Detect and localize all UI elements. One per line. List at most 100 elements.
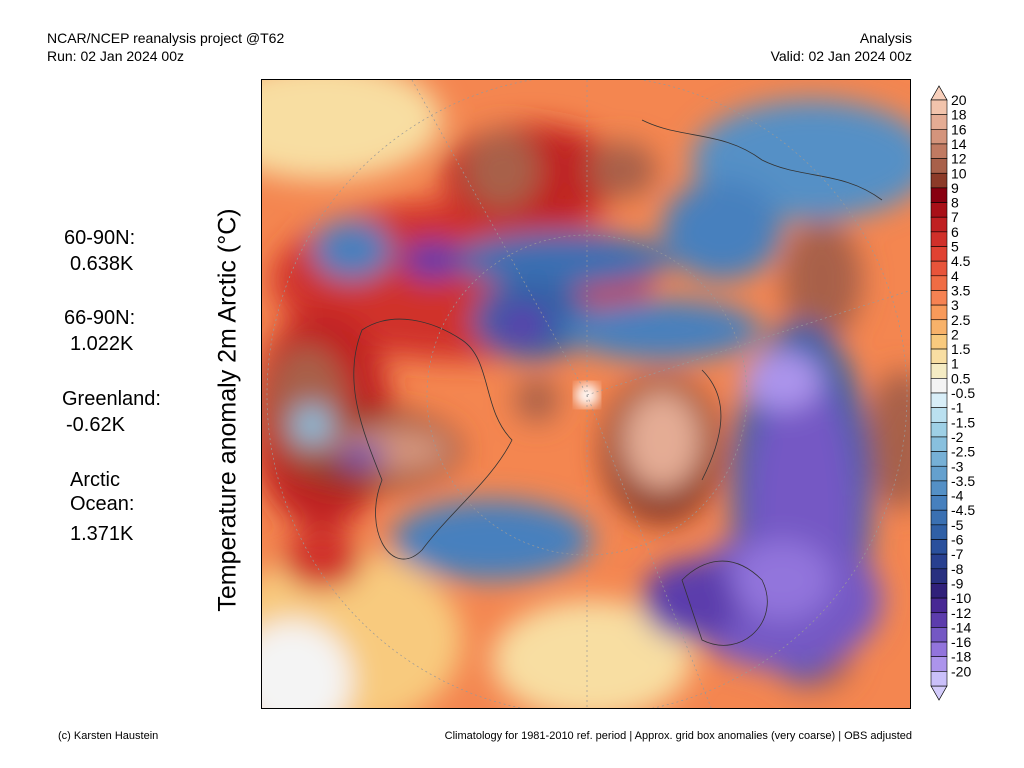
colorbar-bin (930, 114, 948, 130)
colorbar-bin (930, 246, 948, 262)
colorbar: 201816141210987654.543.532.521.510.5-0.5… (930, 85, 975, 701)
colorbar-bin (930, 451, 948, 467)
colorbar-tick-label: -16 (951, 634, 971, 650)
colorbar-tick-label: -5 (951, 517, 964, 533)
colorbar-bin (930, 158, 948, 174)
colorbar-tick-label: 12 (951, 151, 967, 167)
colorbar-bottom-arrow (930, 685, 948, 701)
colorbar-tick-label: -6 (951, 532, 964, 548)
colorbar-tick-label: 10 (951, 165, 967, 181)
colorbar-tick-label: -18 (951, 649, 971, 665)
colorbar-bin (930, 612, 948, 628)
colorbar-tick-label: 5 (951, 239, 959, 255)
colorbar-bin (930, 363, 948, 379)
colorbar-tick-label: 9 (951, 180, 959, 196)
colorbar-tick-label: -7 (951, 546, 964, 562)
colorbar-bin (930, 202, 948, 218)
colorbar-tick-label: -4 (951, 488, 964, 504)
colorbar-bin (930, 304, 948, 321)
colorbar-tick-label: 14 (951, 136, 967, 152)
colorbar-bin (930, 421, 948, 438)
run-time: Run: 02 Jan 2024 00z (47, 48, 184, 64)
colorbar-tick-label: -1.5 (951, 414, 975, 430)
colorbar-bin (930, 627, 948, 643)
colorbar-bin (930, 407, 948, 423)
coastlines (353, 119, 883, 646)
colorbar-bin (930, 378, 948, 394)
stat-arctic-ocean-label: Arctic Ocean: (70, 469, 135, 515)
colorbar-tick-label: 7 (951, 209, 959, 225)
colorbar-bin (930, 480, 948, 496)
colorbar-top-arrow (930, 85, 948, 101)
graticule (266, 80, 910, 708)
colorbar-bin (930, 436, 948, 452)
stat-60-90n-value: 0.638K (70, 253, 134, 275)
colorbar-bin (930, 656, 948, 672)
colorbar-tick-label: 6 (951, 224, 959, 240)
colorbar-tick-label: -10 (951, 590, 971, 606)
colorbar-bin (930, 568, 948, 584)
colorbar-tick-label: -9 (951, 575, 964, 591)
colorbar-tick-label: -20 (951, 663, 971, 679)
colorbar-bin (930, 539, 948, 555)
colorbar-bin (930, 597, 948, 614)
stat-greenland-value: -0.62K (66, 414, 125, 436)
colorbar-bin (930, 495, 948, 511)
colorbar-tick-label: -14 (951, 619, 971, 635)
colorbar-bin (930, 334, 948, 350)
y-axis-label: Temperature anomaly 2m Arctic (°C) (213, 208, 242, 612)
colorbar-bin (930, 553, 948, 570)
colorbar-tick-label: 1.5 (951, 341, 971, 357)
colorbar-tick-label: -0.5 (951, 385, 975, 401)
colorbar-tick-label: 8 (951, 195, 959, 211)
credit: (c) Karsten Haustein (58, 730, 159, 742)
colorbar-tick-label: 3.5 (951, 282, 971, 298)
stat-66-90n-label: 66-90N: (64, 307, 136, 329)
colorbar-bin (930, 172, 948, 189)
colorbar-tick-label: -12 (951, 605, 971, 621)
stat-arctic-ocean-value: 1.371K (70, 523, 134, 545)
colorbar-tick-label: -3.5 (951, 473, 975, 489)
colorbar-tick-label: -2 (951, 429, 964, 445)
colorbar-tick-label: -8 (951, 561, 964, 577)
colorbar-bin (930, 143, 948, 159)
colorbar-tick-label: -4.5 (951, 502, 975, 518)
colorbar-bin (930, 216, 948, 233)
colorbar-bin (930, 99, 948, 115)
valid-time: Valid: 02 Jan 2024 00z (770, 48, 912, 64)
colorbar-bin (930, 348, 948, 364)
colorbar-tick-label: 18 (951, 107, 967, 123)
colorbar-tick-label: 2.5 (951, 312, 971, 328)
colorbar-tick-label: 20 (951, 92, 967, 108)
colorbar-bin (930, 641, 948, 657)
colorbar-tick-label: -1 (951, 400, 964, 416)
colorbar-bin (930, 465, 948, 482)
stat-greenland-label: Greenland: (62, 388, 161, 410)
colorbar-tick-label: -3 (951, 458, 964, 474)
colorbar-bin (930, 671, 948, 687)
colorbar-tick-label: 4.5 (951, 253, 971, 269)
colorbar-bin (930, 583, 948, 599)
colorbar-tick-label: 3 (951, 297, 959, 313)
product-title: NCAR/NCEP reanalysis project @T62 (47, 30, 285, 46)
colorbar-bin (930, 392, 948, 408)
stat-60-90n-label: 60-90N: (64, 227, 136, 249)
colorbar-tick-label: 0.5 (951, 370, 971, 386)
footer-note: Climatology for 1981-2010 ref. period | … (444, 730, 912, 742)
colorbar-tick-label: 16 (951, 121, 967, 137)
anomaly-field (262, 80, 910, 708)
colorbar-bin (930, 128, 948, 145)
analysis-label: Analysis (859, 30, 912, 46)
colorbar-tick-label: 2 (951, 326, 959, 342)
colorbar-tick-label: 4 (951, 268, 959, 284)
anomaly-map (261, 79, 911, 709)
colorbar-bin (930, 509, 948, 526)
stat-66-90n-value: 1.022K (70, 333, 134, 355)
colorbar-bin (930, 187, 948, 203)
colorbar-bin (930, 524, 948, 540)
colorbar-bin (930, 275, 948, 291)
colorbar-bin (930, 319, 948, 335)
colorbar-bin (930, 260, 948, 277)
colorbar-bin (930, 231, 948, 247)
